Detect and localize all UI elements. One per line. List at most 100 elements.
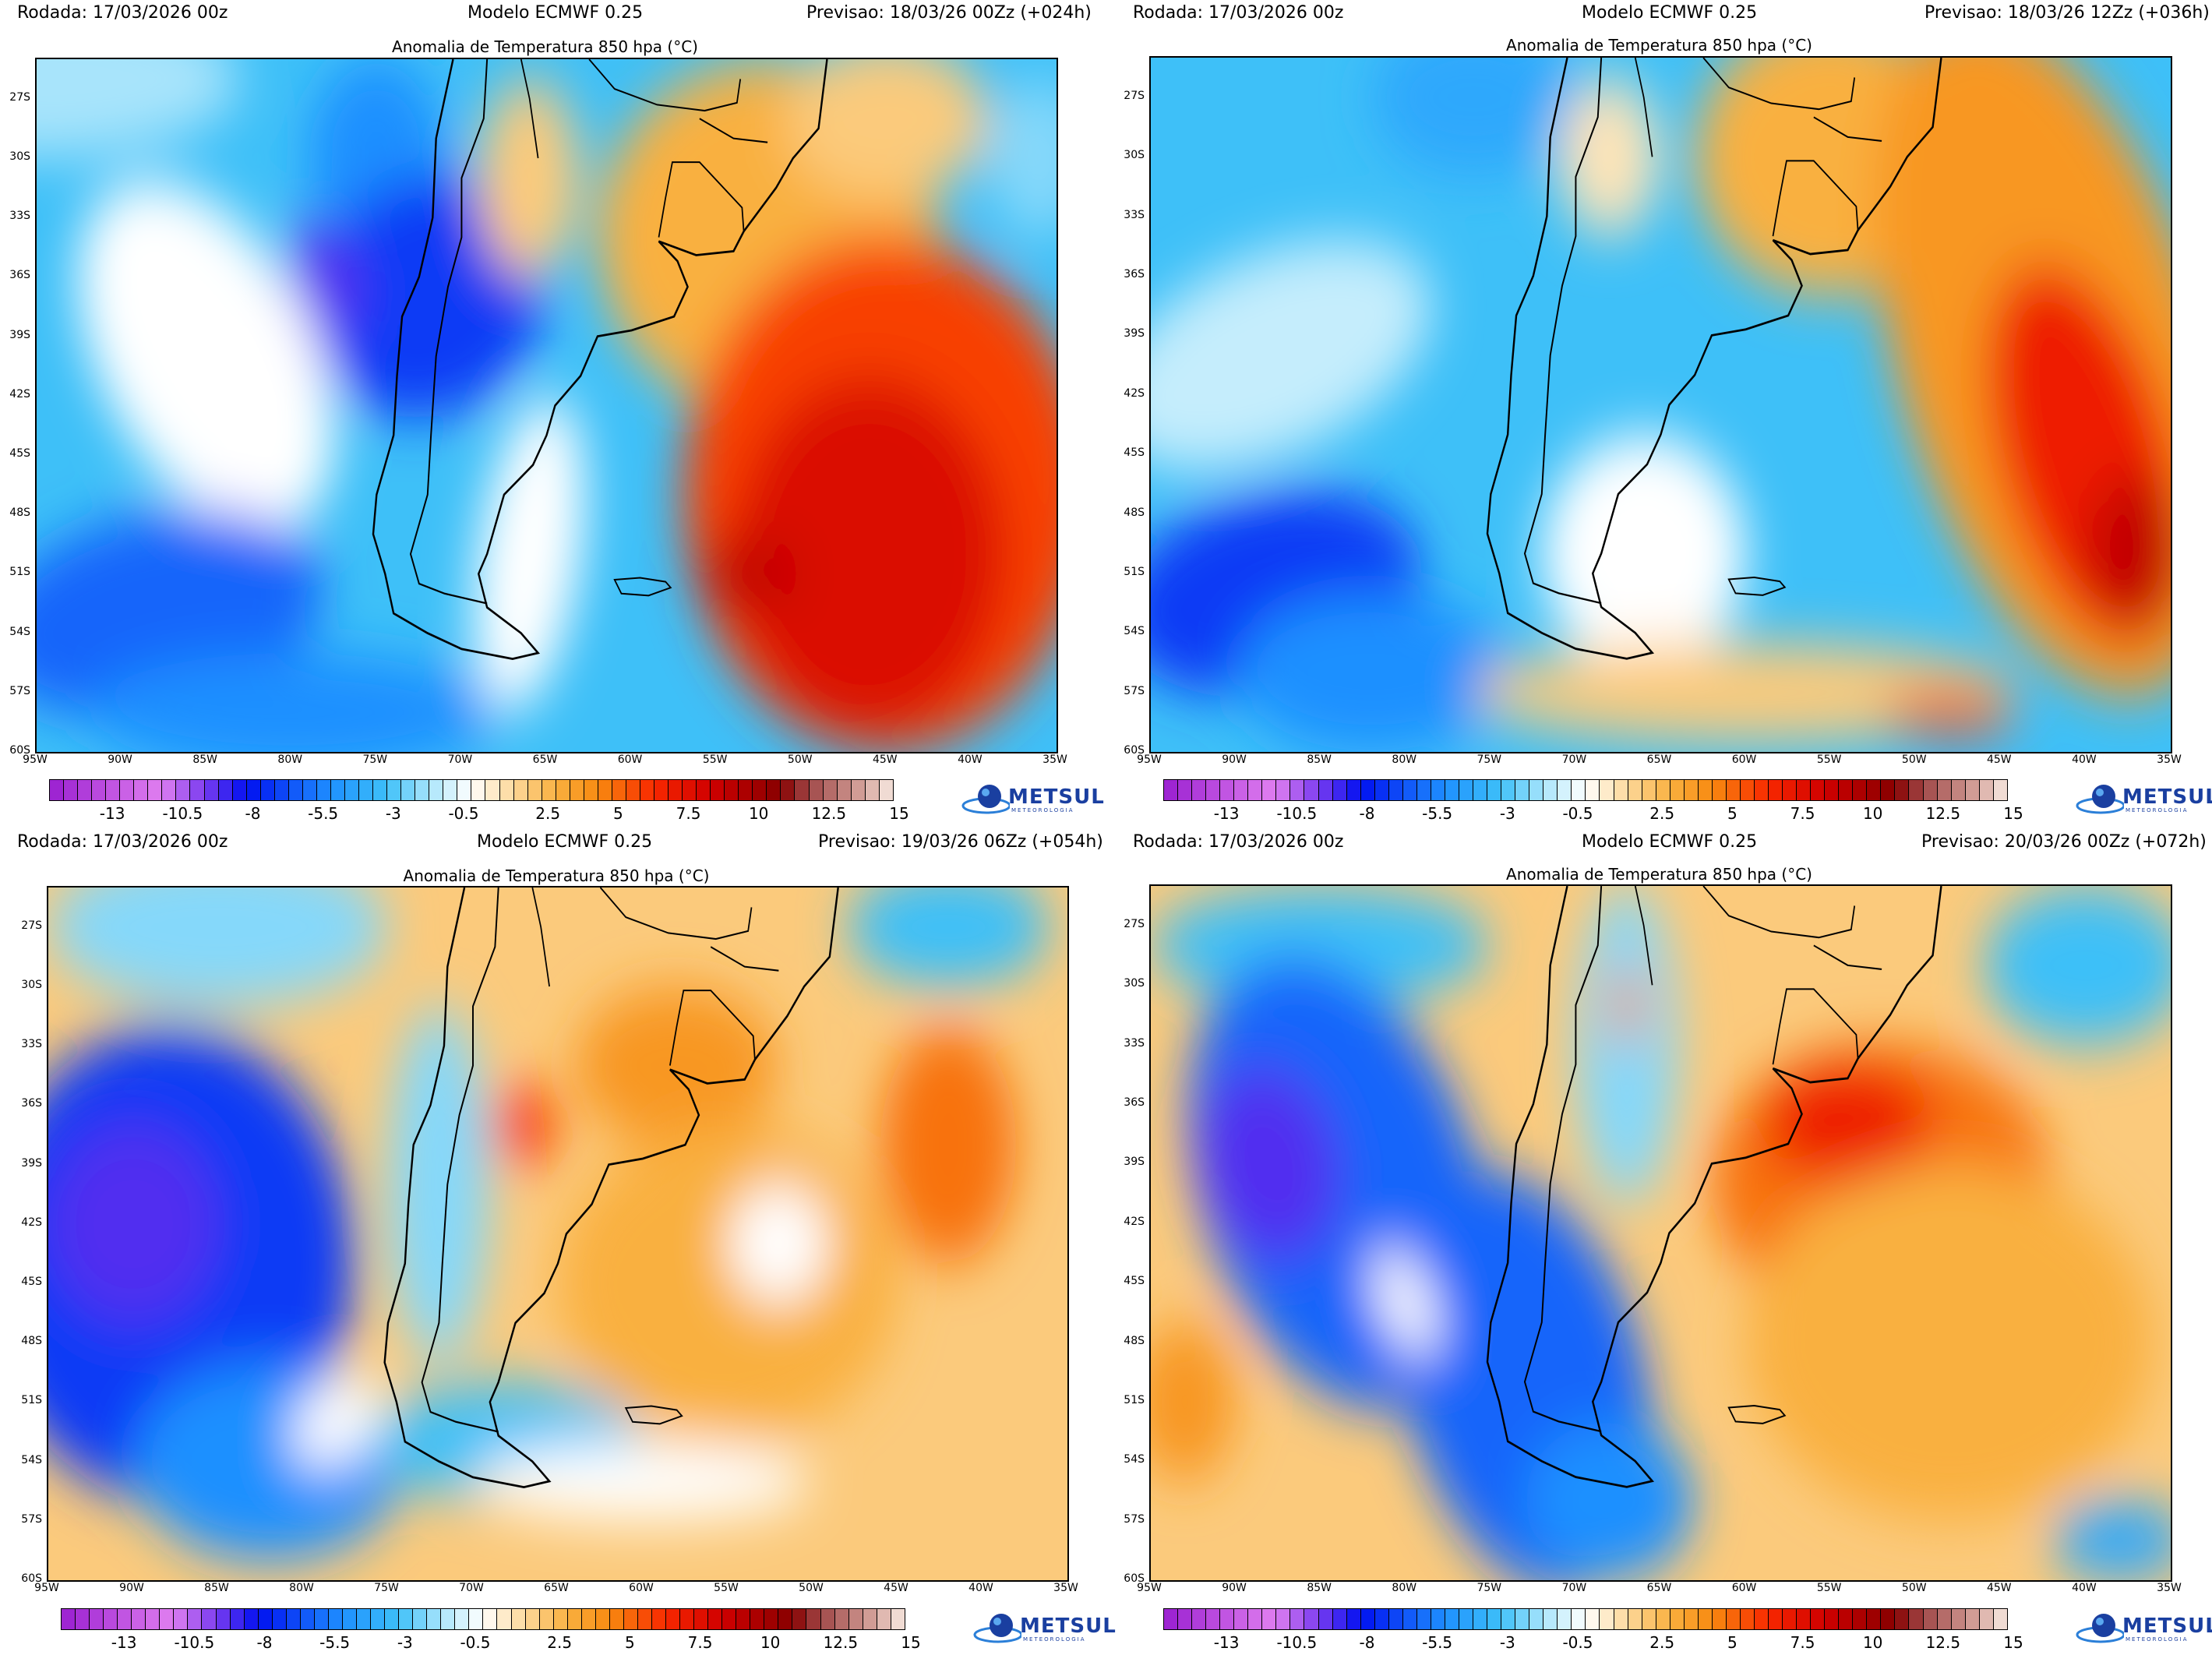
longitude-label: 45W [1986,753,2012,766]
longitude-label: 80W [289,1582,314,1594]
colorbar-cell [1304,1609,1319,1629]
anomaly-region [558,1124,898,1442]
longitude-label: 65W [544,1582,569,1594]
colorbar-tick-label: -8 [256,1633,273,1652]
colorbar-cell [399,1609,414,1629]
colorbar-cell [90,1609,104,1629]
colorbar-cell [342,1609,357,1629]
colorbar-cell [1318,780,1333,800]
latitude-label: 30S [21,979,42,991]
colorbar-cell [328,1609,343,1629]
colorbar-tick-label: -5.5 [1422,1633,1453,1652]
colorbar-cell [1951,1609,1966,1629]
longitude-label: 85W [1307,1582,1332,1594]
andes-border [1523,886,1603,1433]
colorbar-cell [1360,780,1375,800]
latitude-label: 42S [1124,386,1145,400]
latitude-label: 42S [9,387,30,401]
latitude-label: 54S [1124,625,1145,638]
longitude-label: 40W [958,753,983,766]
longitude-label: 60W [629,1582,654,1594]
colorbar-cell [1979,780,1994,800]
colorbar-cell [1402,1609,1417,1629]
colorbar-cell [637,1609,652,1629]
colorbar-cell [567,1609,582,1629]
colorbar-tick-label: 12.5 [811,804,847,823]
colorbar-cell [1473,1609,1488,1629]
anomaly-region [1762,1064,1933,1184]
anomaly-region [1236,593,1508,752]
anomaly-region [1610,965,1644,1045]
colorbar-cell [711,780,725,800]
longitude-label: 90W [1222,753,1247,766]
colorbar-cell [1388,780,1403,800]
anomaly-region [1882,692,2018,732]
colorbar-cell [385,1609,400,1629]
colorbar-cell [1501,1609,1516,1629]
longitude-label: 45W [872,753,898,766]
colorbar-cell [513,780,528,800]
colorbar-tick-label: 5 [1727,804,1737,823]
coastline [372,59,828,661]
colorbar-tick-label: 7.5 [687,1633,713,1652]
latitude-label: 45S [1124,446,1145,460]
colorbar-cell [1558,1609,1572,1629]
colorbar-cell [1346,780,1361,800]
latitude-label: 33S [1124,208,1145,221]
latitude-label: 42S [21,1216,42,1229]
latitude-label: 45S [9,447,30,460]
colorbar-cell [246,780,261,800]
colorbar-cell [1515,1609,1530,1629]
anomaly-region [1575,886,1678,1204]
anomaly-region [1984,886,2171,1045]
colorbar-cell [612,780,626,800]
temperature-anomaly-map [35,58,1058,753]
colorbar-tick-label: -5.5 [1422,804,1453,823]
anomaly-region [2051,1501,2171,1580]
longitude-label: 70W [1561,1582,1587,1594]
colorbar-tick-label: -0.5 [448,804,479,823]
colorbar-cell [1220,1609,1235,1629]
coastline [1486,886,1942,1488]
colorbar-cell [1712,1609,1727,1629]
colorbar-cell [1543,780,1558,800]
colorbar-cell [1909,780,1924,800]
colorbar-cell [1248,1609,1263,1629]
latitude-label: 39S [21,1156,42,1170]
anomaly-region [489,1085,558,1165]
latitude-label: 54S [9,625,30,638]
longitude-label: 75W [374,1582,399,1594]
anomaly-region [1558,77,1661,237]
colorbar-cell [1445,1609,1459,1629]
colorbar-cell [1234,1609,1249,1629]
colorbar-cell [1698,1609,1713,1629]
anomaly-region [48,1124,218,1323]
longitude-label: 90W [108,753,132,766]
colorbar-cell [865,780,880,800]
colorbar-cell [877,1609,891,1629]
longitude-label: 60W [1731,1582,1757,1594]
longitude-label: 70W [1561,753,1587,766]
colorbar-cell [1346,1609,1361,1629]
colorbar-cell [1839,780,1854,800]
anomaly-region [880,1025,1017,1264]
colorbar-cell [863,1609,877,1629]
colorbar-cell [1192,780,1207,800]
latitude-label: 60S [1124,744,1145,757]
metsul-logo: METSUL METEOROLOGIA [972,1611,1116,1646]
country-border [588,59,742,112]
latitude-label: 33S [1124,1036,1145,1050]
andes-border [1523,58,1603,605]
colorbar-tick-label: -10.5 [174,1633,215,1652]
colorbar-tick-label: 15 [901,1633,921,1652]
colorbar-cell [848,1609,863,1629]
latitude-label: 57S [21,1512,42,1526]
colorbar-cell [666,1609,681,1629]
colorbar-cell [62,1609,76,1629]
globe-icon [2076,785,2126,814]
colorbar-cell [753,780,767,800]
colorbar-cell [78,780,93,800]
colorbar-cell [174,1609,189,1629]
longitude-label: 90W [1222,1582,1247,1594]
